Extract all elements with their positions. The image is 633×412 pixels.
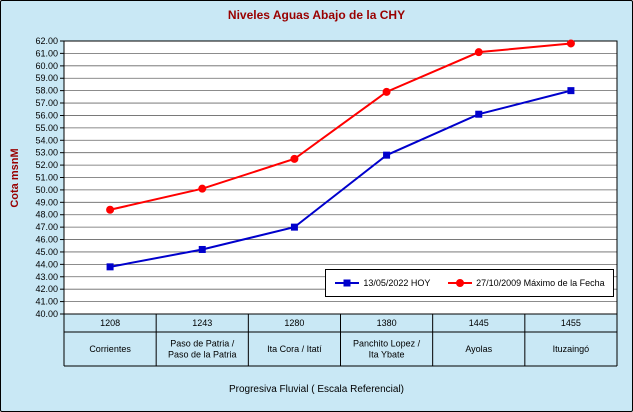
page-title: Niveles Aguas Abajo de la CHY	[227, 8, 406, 22]
x-axis-title: Progresiva Fluvial ( Escala Referencial)	[228, 384, 405, 395]
y-tick-label: 46.00	[35, 235, 58, 245]
legend-label: 13/05/2022 HOY	[363, 278, 431, 288]
data-point-marker	[567, 87, 575, 95]
data-point-marker	[198, 184, 207, 193]
y-tick-label: 47.00	[35, 222, 58, 232]
y-tick-label: 43.00	[35, 272, 58, 282]
y-tick-label: 49.00	[35, 197, 58, 207]
data-point-marker	[198, 245, 206, 253]
category-name-label: Ituzaingó	[553, 344, 590, 354]
plot-border	[63, 40, 618, 315]
data-point-marker	[106, 263, 114, 271]
category-km-label: 1280	[284, 318, 304, 328]
series-line	[109, 42, 572, 211]
category-name-label: Corrientes	[89, 344, 131, 354]
y-tick-label: 45.00	[35, 247, 58, 257]
y-tick-label: 62.00	[35, 36, 58, 46]
data-point-marker	[566, 39, 575, 48]
category-km-label: 1455	[561, 318, 581, 328]
y-tick-label: 60.00	[35, 61, 58, 71]
data-point-marker	[106, 205, 115, 214]
y-tick-label: 50.00	[35, 185, 58, 195]
y-tick-label: 59.00	[35, 73, 58, 83]
category-name-label: Ayolas	[465, 344, 492, 354]
legend-label: 27/10/2009 Máximo de la Fecha	[476, 278, 605, 288]
legend-entry: 27/10/2009 Máximo de la Fecha	[447, 278, 605, 288]
legend: 13/05/2022 HOY 27/10/2009 Máximo de la Fe…	[325, 269, 614, 297]
y-tick-label: 42.00	[35, 284, 58, 294]
y-tick-label: 44.00	[35, 259, 58, 269]
data-point-marker	[290, 154, 299, 163]
y-tick-label: 54.00	[35, 135, 58, 145]
data-point-marker	[290, 223, 298, 231]
legend-entry: 13/05/2022 HOY	[334, 278, 430, 288]
y-tick-label: 58.00	[35, 86, 58, 96]
category-name-label: Paso de la Patria	[168, 350, 237, 360]
legend-marker-icon	[448, 279, 473, 287]
category-name-label: Panchito Lopez /	[353, 339, 421, 349]
data-point-marker	[382, 87, 391, 96]
y-tick-label: 51.00	[35, 173, 58, 183]
y-tick-label: 61.00	[35, 48, 58, 58]
category-name-label: Paso de Patria /	[170, 339, 235, 349]
category-name-label: Ita Cora / Itatí	[267, 344, 322, 354]
y-tick-label: 57.00	[35, 98, 58, 108]
category-km-label: 1208	[100, 318, 120, 328]
y-tick-label: 53.00	[35, 148, 58, 158]
category-km-label: 1445	[469, 318, 489, 328]
data-point-marker	[383, 151, 391, 159]
y-tick-label: 56.00	[35, 110, 58, 120]
y-tick-label: 52.00	[35, 160, 58, 170]
category-km-label: 1243	[192, 318, 212, 328]
legend-marker-icon	[335, 279, 360, 287]
series-line	[109, 89, 572, 268]
data-point-marker	[474, 48, 483, 57]
y-tick-label: 48.00	[35, 210, 58, 220]
y-tick-label: 55.00	[35, 123, 58, 133]
y-tick-label: 41.00	[35, 297, 58, 307]
category-name-label: Ita Ybate	[369, 350, 405, 360]
data-point-marker	[475, 110, 483, 118]
y-tick-label: 40.00	[35, 309, 58, 319]
category-km-label: 1380	[377, 318, 397, 328]
